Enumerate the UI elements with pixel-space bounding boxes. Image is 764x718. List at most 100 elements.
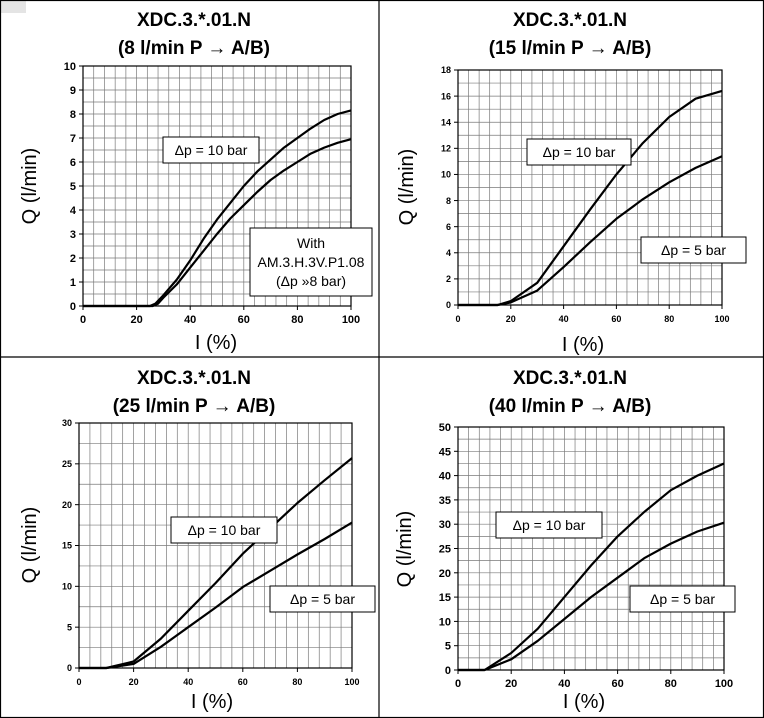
y-tick-label: 10 [64,61,76,73]
annotation-box: Δp = 5 bar [269,585,376,613]
annotation-box: Δp = 10 bar [170,516,278,544]
y-tick-label: 40 [439,471,451,483]
annotation-box: Δp = 5 bar [640,236,747,264]
x-tick-label: 100 [714,314,729,324]
y-tick-label: 10 [441,170,451,180]
y-tick-label: 16 [441,91,451,101]
y-tick-label: 15 [439,592,451,604]
y-tick-label: 1 [70,277,76,289]
y-axis-label: Q (l/min) [19,148,41,225]
y-tick-label: 9 [70,85,76,97]
x-tick-label: 0 [76,677,81,687]
x-tick-label: 40 [558,678,570,690]
annotation-text: Δp = 5 bar [661,242,726,258]
x-tick-label: 40 [184,314,196,326]
y-tick-label: 50 [439,422,451,434]
y-tick-label: 5 [445,641,451,653]
x-tick-label: 100 [344,677,359,687]
x-tick-label: 40 [559,314,569,324]
x-axis-label: I (%) [191,691,233,713]
annotation-border [170,516,278,544]
x-tick-label: 40 [183,677,193,687]
annotation-text: Δp = 10 bar [543,144,616,160]
y-tick-label: 4 [446,248,451,258]
annotation-text: Δp = 5 bar [650,591,715,607]
chart-panel-4: XDC.3.*.01.N (40 l/min P → A/B) 0 20 40 60 80 1… [394,368,736,713]
y-tick-label: 10 [62,582,72,592]
x-tick-label: 60 [238,314,250,326]
plot-area-border [457,69,723,306]
y-axis-label: Q (l/min) [19,507,41,584]
chart-title: XDC.3.*.01.N [137,10,251,31]
y-tick-label: 8 [446,196,451,206]
x-tick-label: 0 [455,314,460,324]
y-tick-label: 30 [62,418,72,428]
annotation-text: AM.3.H.3V.P1.08 [258,254,365,270]
series-line-2 [83,138,352,308]
y-tick-label: 4 [70,205,77,217]
annotation-border [526,138,632,166]
x-tick-label: 60 [611,678,623,690]
chart-subtitle: (40 l/min P → A/B) [489,396,652,417]
y-axis-label: Q (l/min) [394,511,416,588]
x-tick-label: 20 [505,678,517,690]
annotation-box: Δp = 10 bar [495,511,603,539]
x-tick-label: 80 [291,314,303,326]
series-line-1 [458,89,723,307]
y-tick-label: 20 [62,500,72,510]
y-tick-label: 10 [439,616,451,628]
x-axis-label: I (%) [562,334,604,356]
x-tick-label: 20 [506,314,516,324]
annotation-text: (Δp »8 bar) [276,273,346,289]
annotation-box: Δp = 5 bar [629,585,736,613]
y-tick-label: 2 [446,274,451,284]
y-tick-label: 0 [70,301,76,313]
annotation-box: Δp = 10 bar [162,136,260,164]
corner-tab [0,0,26,13]
y-tick-label: 7 [70,133,76,145]
annotation-border [269,585,376,613]
y-axis-label: Q (l/min) [396,149,418,226]
chart-panel-1: XDC.3.*.01.N(8 l/min P → A/B)0 20 40 60 80 10… [19,10,373,354]
annotation-border [629,585,736,613]
annotation-border [640,236,747,264]
y-tick-label: 25 [62,459,72,469]
series-line-2 [79,521,353,670]
annotation-text: Δp = 10 bar [188,522,261,538]
y-tick-label: 2 [70,253,76,265]
y-tick-label: 30 [439,519,451,531]
y-tick-label: 12 [441,144,451,154]
y-tick-label: 8 [70,109,76,121]
annotation-text: Δp = 5 bar [290,591,355,607]
chart-subtitle: (15 l/min P → A/B) [489,38,652,59]
x-tick-label: 80 [664,314,674,324]
x-tick-label: 100 [342,314,360,326]
chart-panel-3: XDC.3.*.01.N (25 l/min P → A/B) 0 20 40 60 80 1… [19,368,376,713]
annotation-border [162,136,260,164]
x-tick-label: 60 [238,677,248,687]
chart-title: XDC.3.*.01.N [513,368,627,389]
annotation-border [249,227,373,297]
x-tick-label: 0 [80,314,86,326]
series-line-1 [458,462,725,672]
annotation-border [495,511,603,539]
chart-title: XDC.3.*.01.N [513,10,627,31]
chart-panel-2: XDC.3.*.01.N(15 l/min P → A/B)0 20 40 60 80 1… [396,10,747,356]
annotation-box: Δp = 10 bar [526,138,632,166]
y-tick-label: 0 [445,665,451,677]
x-tick-label: 80 [292,677,302,687]
y-tick-label: 5 [70,181,76,193]
y-tick-label: 35 [439,495,451,507]
chart-subtitle: (8 l/min P → A/B) [118,38,270,59]
y-tick-label: 25 [439,543,451,555]
y-tick-label: 15 [62,541,72,551]
annotation-text: Δp = 10 bar [175,142,248,158]
y-tick-label: 14 [441,117,451,127]
x-tick-label: 0 [455,678,461,690]
annotation-text: With [297,235,325,251]
series-line-1 [83,109,352,308]
y-tick-label: 5 [67,622,72,632]
y-tick-label: 0 [446,300,451,310]
x-axis-label: I (%) [563,691,605,713]
